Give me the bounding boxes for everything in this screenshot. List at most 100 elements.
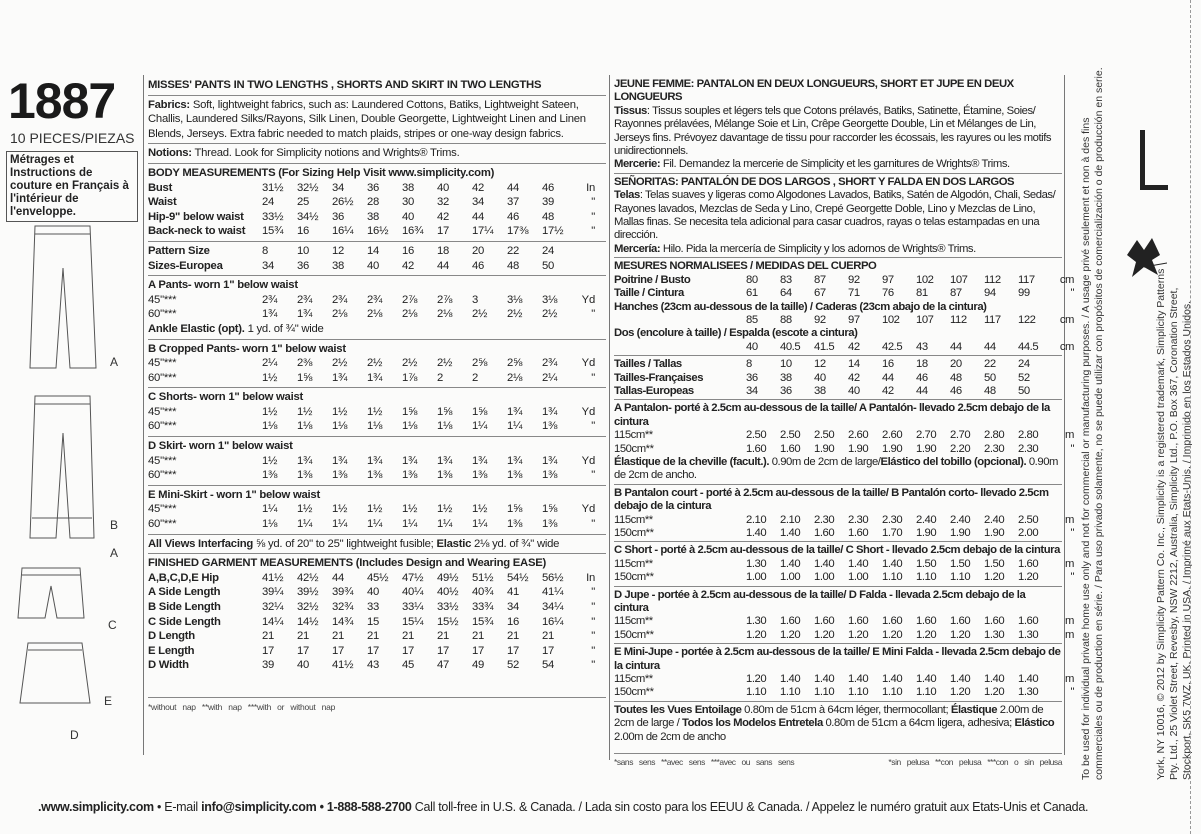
table-row: 60"*** 1⅛ 1¼ 1¼ 1¼ 1¼ 1¼ 1¼ 1⅜ 1⅜ " bbox=[148, 517, 606, 532]
row-label: 150cm** bbox=[614, 628, 654, 641]
cell-value: 83 bbox=[780, 273, 792, 286]
table-row: Tallas-Europeas 34 36 38 40 42 44 46 48 50 bbox=[614, 385, 1062, 398]
cell-value: 41½ bbox=[332, 659, 354, 672]
table-row: 45"*** 1½ 1½ 1½ 1½ 1⅝ 1⅝ 1⅝ 1¾ 1¾ Yd bbox=[148, 405, 606, 420]
cell-value: 42 bbox=[848, 340, 860, 353]
measurement-table: Tailles / Tallas 8 10 12 14 16 18 20 22 24 Tailles… bbox=[614, 358, 1062, 398]
row-label: 45"*** bbox=[148, 357, 177, 370]
cell-value: 3⅛ bbox=[542, 293, 558, 306]
table-row: 115cm** 2.10 2.10 2.30 2.30 2.30 2.40 2.40 2.40 2… bbox=[614, 513, 1074, 527]
measurement-table: Poitrine / Busto 80 83 87 92 97 102 107 112 117 cm… bbox=[614, 273, 1074, 354]
cell-value: 32¾ bbox=[332, 601, 354, 613]
table-row: A,B,C,D,E Hip 41½ 42½ 44 45½ 47½ 49½ 51½ 54½ 56½ I… bbox=[148, 571, 606, 586]
table-row: Tailles-Françaises 36 38 40 42 44 46 48 50 52 bbox=[614, 372, 1062, 385]
cell-value: 2½ bbox=[472, 308, 488, 321]
cell-value: 1⅜ bbox=[332, 469, 348, 482]
cell-value: 1⅜ bbox=[542, 420, 558, 433]
cell-value: 33¼ bbox=[402, 601, 424, 613]
cell-value: 46 bbox=[542, 181, 555, 194]
cell-value: 117 bbox=[1018, 273, 1035, 286]
unit: Yd bbox=[581, 357, 596, 370]
cell-value: 1⅜ bbox=[367, 469, 383, 482]
cell-value: 1.60 bbox=[814, 527, 835, 539]
cell-value: 17 bbox=[332, 644, 345, 657]
website-link[interactable]: .www.simplicity.com bbox=[38, 800, 154, 814]
row-heading: Hanches (23cm au-dessous de la taille) /… bbox=[614, 300, 987, 313]
cell-value: 46 bbox=[916, 371, 928, 384]
table-row: D Width 39 40 41½ 43 45 47 49 52 54 " bbox=[148, 658, 606, 673]
cell-value: 1.10 bbox=[780, 686, 801, 699]
cell-value: 1¾ bbox=[332, 371, 348, 384]
view-label: A bbox=[110, 355, 119, 369]
cell-value: 2⅞ bbox=[402, 293, 418, 306]
cell-value: 38 bbox=[402, 181, 415, 194]
row-label: Tailles / Tallas bbox=[614, 358, 682, 371]
cell-value: 1⅞ bbox=[402, 371, 418, 384]
row-label: 45"*** bbox=[148, 454, 177, 467]
cell-value: 2.10 bbox=[780, 513, 801, 526]
cell-value: 1⅝ bbox=[507, 503, 523, 516]
cell-value: 2⅛ bbox=[332, 308, 348, 321]
cell-value: 24 bbox=[542, 244, 555, 257]
unit: " bbox=[591, 225, 595, 238]
skirt-e-sketch bbox=[19, 642, 91, 704]
cell-value: 1½ bbox=[297, 405, 313, 418]
table-row: Poitrine / Busto 80 83 87 92 97 102 107 112 117 cm bbox=[614, 273, 1074, 287]
cell-value: 1.20 bbox=[882, 628, 903, 641]
cell-value: 34½ bbox=[297, 210, 319, 223]
tissus-text: Tissus: Tissus souples et légers tels qu… bbox=[614, 104, 1052, 158]
cell-value: 1½ bbox=[332, 405, 348, 418]
measurement-table: Pattern Size 8 10 12 14 16 18 20 22 24 Sizes-Europ… bbox=[148, 244, 606, 273]
cell-value: 1¼ bbox=[367, 518, 383, 531]
cell-value: 1⅜ bbox=[542, 469, 558, 482]
entoilage-text: Toutes les Vues Entoilage 0.80m de 51cm … bbox=[614, 703, 1055, 743]
table-row: 150cm** 1.10 1.10 1.10 1.10 1.10 1.10 1.20 1.20 1… bbox=[614, 686, 1074, 699]
email-link[interactable]: info@simplicity.com bbox=[201, 800, 317, 814]
cell-value: 33 bbox=[367, 601, 380, 613]
footnote-fr: *sans sens **avec sens ***avec ou sans s… bbox=[614, 757, 795, 768]
view-label: E bbox=[104, 694, 113, 708]
cell-value: 1.90 bbox=[950, 527, 971, 539]
cell-value: 36 bbox=[367, 181, 380, 194]
unit: " bbox=[591, 371, 595, 384]
cell-value: 2¾ bbox=[542, 357, 558, 370]
table-row: 150cm** 1.40 1.40 1.60 1.60 1.70 1.90 1.90 1.90 2… bbox=[614, 527, 1074, 540]
cell-value: 1.50 bbox=[984, 557, 1005, 570]
table-row: 150cm** 1.00 1.00 1.00 1.00 1.10 1.10 1.10 1.20 1… bbox=[614, 571, 1074, 584]
cell-value: 1¼ bbox=[262, 503, 278, 516]
view-title: D Jupe - portée à 2.5cm au-dessous de la… bbox=[614, 588, 1026, 615]
cell-value: 41 bbox=[507, 586, 520, 599]
copyright-notice: York, NY 10016, © 2012 by Simplicity Pat… bbox=[1155, 268, 1193, 780]
cell-value: 1¼ bbox=[402, 518, 418, 531]
row-label bbox=[614, 314, 746, 327]
cell-value: 48 bbox=[984, 384, 996, 397]
cell-value: 2⅛ bbox=[437, 308, 453, 321]
cell-value: 17 bbox=[437, 225, 450, 238]
cell-value: 16¾ bbox=[402, 225, 424, 238]
column-divider bbox=[609, 75, 610, 760]
cell-value: 14 bbox=[848, 358, 860, 371]
unit: " bbox=[591, 308, 595, 321]
cell-value: 21 bbox=[262, 630, 275, 643]
row-label: C Side Length bbox=[148, 615, 221, 628]
cell-value: 42 bbox=[848, 371, 860, 384]
cell-value: 2¼ bbox=[542, 371, 558, 384]
row-label: 115cm** bbox=[614, 673, 653, 686]
divider bbox=[148, 484, 606, 486]
row-label: 60"*** bbox=[148, 469, 177, 482]
cell-value: 48 bbox=[542, 210, 555, 223]
measures-title: MESURES NORMALISEES / MEDIDAS DEL CUERPO bbox=[614, 260, 877, 273]
row-label: 150cm** bbox=[614, 571, 654, 584]
row-label: 60"*** bbox=[148, 420, 177, 433]
cell-value: 12 bbox=[332, 244, 345, 257]
cell-value: 1.30 bbox=[1018, 686, 1039, 699]
cell-value: 2.10 bbox=[746, 513, 767, 526]
cell-value: 56½ bbox=[542, 571, 564, 584]
cell-value: 1⅛ bbox=[332, 420, 348, 433]
cell-value: 1.30 bbox=[984, 628, 1005, 641]
cell-value: 17 bbox=[437, 644, 450, 657]
unit bbox=[577, 259, 595, 274]
cell-value: 1¾ bbox=[297, 308, 313, 321]
unit: m bbox=[1065, 615, 1074, 628]
cell-value: 1.20 bbox=[984, 571, 1005, 584]
